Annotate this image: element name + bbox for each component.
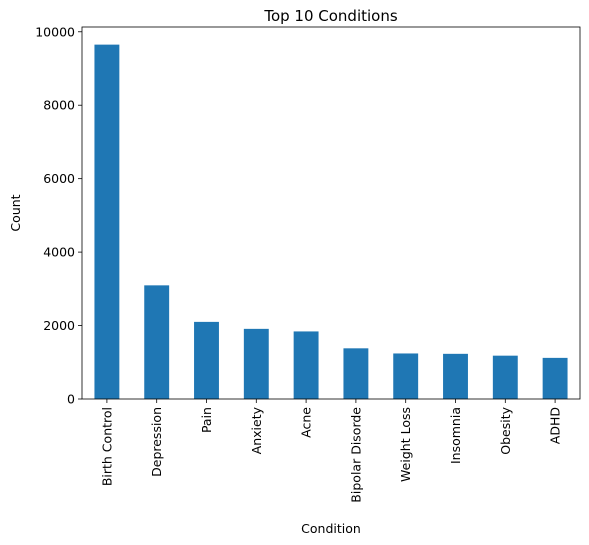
bar — [543, 358, 568, 399]
x-tick-label: Bipolar Disorde — [348, 407, 363, 503]
y-axis-label: Count — [8, 194, 23, 231]
x-axis-label: Condition — [301, 521, 361, 536]
bar — [294, 331, 319, 399]
y-tick-label: 0 — [67, 392, 75, 407]
x-tick-label: Pain — [199, 407, 214, 433]
y-tick-label: 10000 — [35, 24, 75, 39]
y-tick-label: 2000 — [43, 318, 75, 333]
y-axis-ticks: 0 2000 4000 6000 8000 10000 — [35, 24, 82, 406]
bars — [94, 45, 567, 399]
x-tick-label: Weight Loss — [398, 407, 413, 482]
x-tick-label: Insomnia — [448, 407, 463, 464]
x-tick-label: Acne — [299, 407, 314, 438]
x-tick-label: Obesity — [498, 406, 513, 454]
y-tick-label: 4000 — [43, 245, 75, 260]
x-tick-label: Birth Control — [99, 407, 114, 486]
x-tick-label: ADHD — [548, 407, 563, 444]
bar — [244, 329, 269, 399]
x-tick-label: Depression — [149, 407, 164, 477]
bar — [393, 353, 418, 399]
bar — [343, 348, 368, 399]
x-axis-ticks: Birth Control Depression Pain Anxiety Acne Bi… — [99, 399, 562, 503]
bar — [144, 285, 169, 399]
x-tick-label: Anxiety — [249, 406, 264, 454]
bar — [94, 45, 119, 399]
chart-title: Top 10 Conditions — [263, 7, 398, 25]
bar — [493, 356, 518, 399]
y-tick-label: 6000 — [43, 171, 75, 186]
y-tick-label: 8000 — [43, 98, 75, 113]
bar — [194, 322, 219, 399]
bar — [443, 354, 468, 399]
